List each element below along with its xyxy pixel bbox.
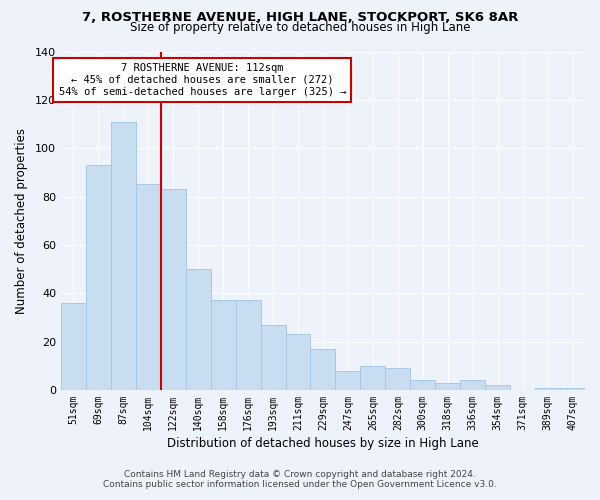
Bar xyxy=(260,324,286,390)
Bar xyxy=(335,370,361,390)
Bar xyxy=(136,184,161,390)
Bar xyxy=(161,190,186,390)
Bar xyxy=(236,300,260,390)
Bar xyxy=(485,385,510,390)
Bar xyxy=(410,380,435,390)
Bar xyxy=(361,366,385,390)
Bar xyxy=(385,368,410,390)
Bar xyxy=(186,269,211,390)
Bar xyxy=(310,349,335,390)
Text: Contains HM Land Registry data © Crown copyright and database right 2024.
Contai: Contains HM Land Registry data © Crown c… xyxy=(103,470,497,489)
Text: 7 ROSTHERNE AVENUE: 112sqm
← 45% of detached houses are smaller (272)
54% of sem: 7 ROSTHERNE AVENUE: 112sqm ← 45% of deta… xyxy=(59,64,346,96)
Y-axis label: Number of detached properties: Number of detached properties xyxy=(15,128,28,314)
Text: 7, ROSTHERNE AVENUE, HIGH LANE, STOCKPORT, SK6 8AR: 7, ROSTHERNE AVENUE, HIGH LANE, STOCKPOR… xyxy=(82,11,518,24)
Bar xyxy=(535,388,560,390)
Bar xyxy=(86,165,111,390)
Bar xyxy=(460,380,485,390)
Bar xyxy=(286,334,310,390)
X-axis label: Distribution of detached houses by size in High Lane: Distribution of detached houses by size … xyxy=(167,437,479,450)
Bar xyxy=(435,382,460,390)
Bar xyxy=(560,388,585,390)
Bar xyxy=(61,303,86,390)
Bar xyxy=(211,300,236,390)
Text: Size of property relative to detached houses in High Lane: Size of property relative to detached ho… xyxy=(130,22,470,35)
Bar xyxy=(111,122,136,390)
